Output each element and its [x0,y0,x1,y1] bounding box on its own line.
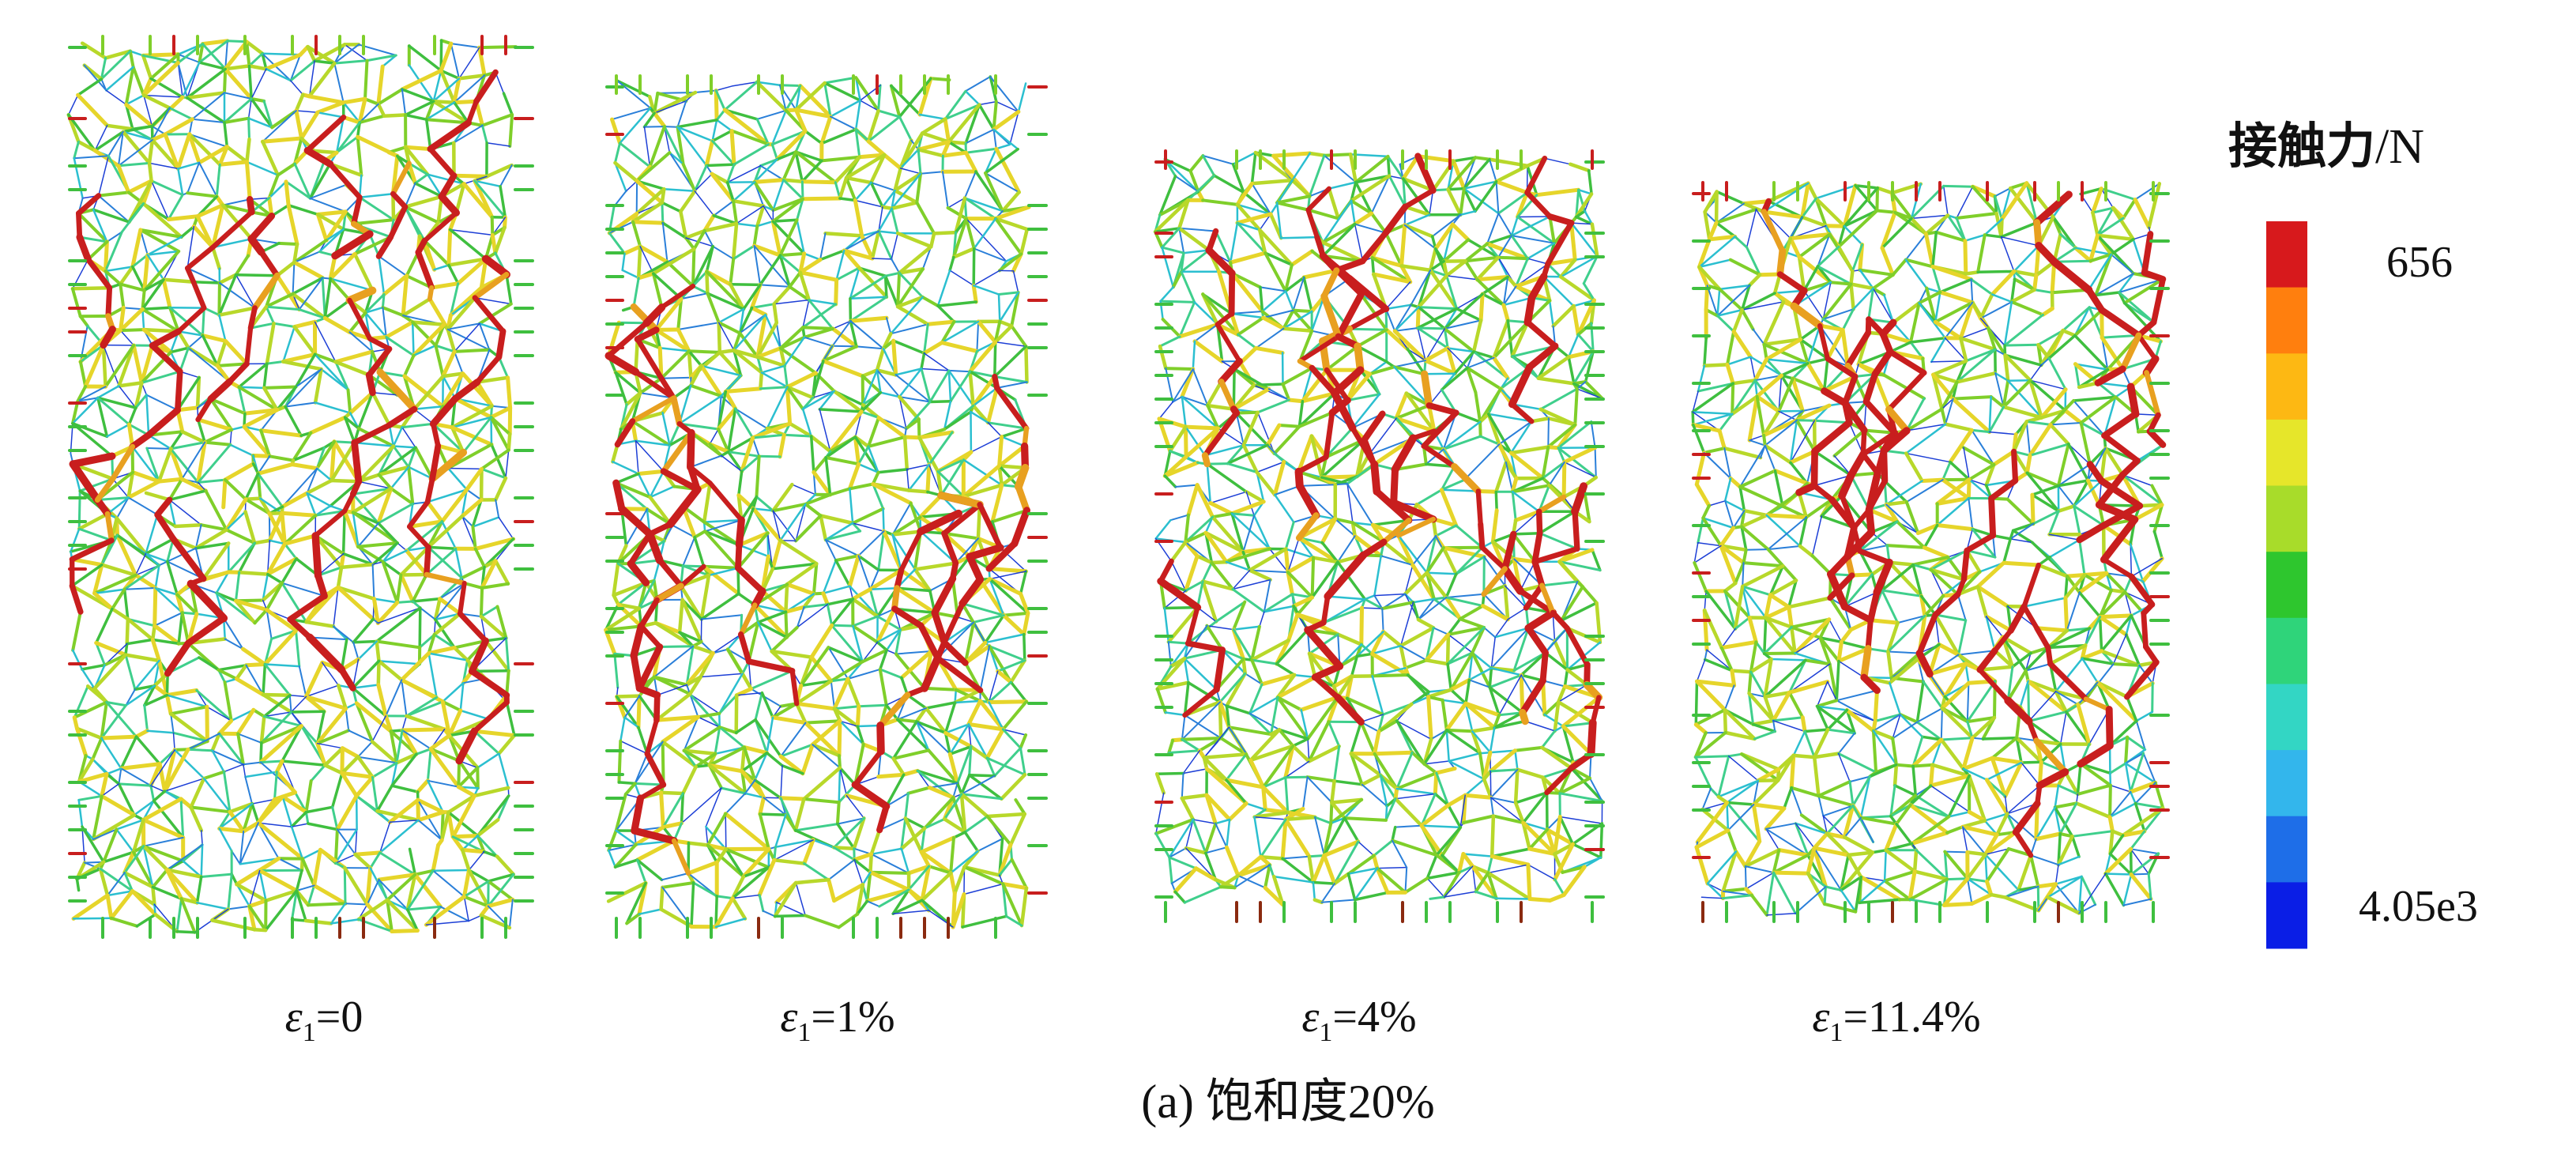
strain-label-1: ε1=1% [780,993,895,1048]
strain-label-0: ε1=0 [284,993,363,1048]
colorbar-max-label: 656 [2386,238,2453,287]
colorbar-title: 接触力/N [2228,117,2425,175]
colorbar-segment-0 [2266,221,2307,288]
colorbar-segment-7 [2266,684,2307,751]
strain-label-3: ε1=11.4% [1812,993,1981,1048]
colorbar-segment-2 [2266,353,2307,420]
colorbar-segment-6 [2266,617,2307,684]
colorbar-segment-4 [2266,485,2307,552]
colorbar-segment-1 [2266,287,2307,354]
specimen-network-1 [604,74,1048,939]
specimen-network-3 [1691,181,2170,923]
strain-label-2: ε1=4% [1301,993,1417,1048]
figure-caption: (a) 饱和度20% [1141,1076,1435,1128]
colorbar-segment-9 [2266,816,2307,883]
colorbar-segment-5 [2266,552,2307,619]
colorbar-segment-3 [2266,419,2307,486]
colorbar-min-label: 4.05e3 [2359,882,2478,931]
specimen-network-0 [66,35,534,939]
colorbar-segment-8 [2266,750,2307,817]
specimen-network-2 [1153,149,1605,923]
colorbar-segment-10 [2266,882,2307,949]
colorbar [2266,221,2307,949]
